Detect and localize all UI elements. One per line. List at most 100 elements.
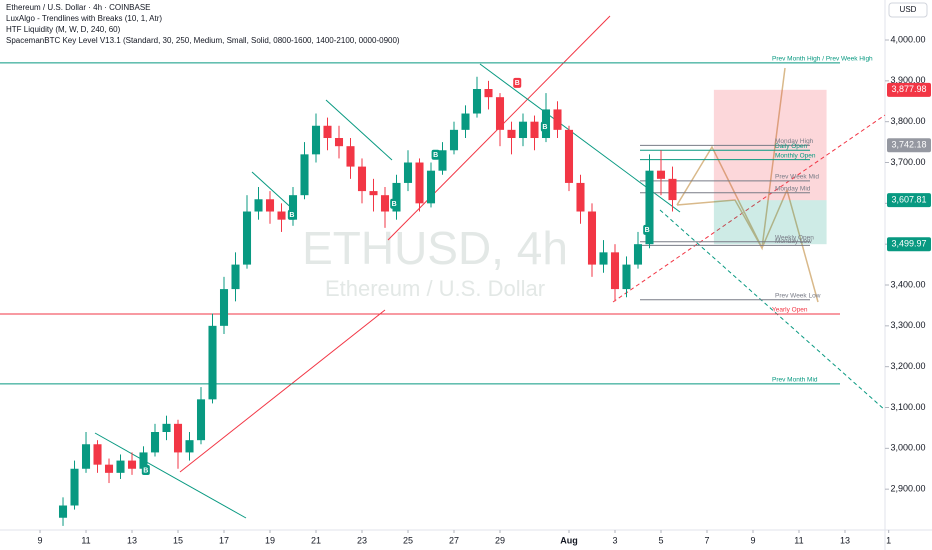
y-tick-label: 3,800.00 bbox=[890, 116, 925, 126]
price-tag-label: 3,742.18 bbox=[891, 140, 926, 150]
candle-body bbox=[472, 89, 482, 114]
candle-body bbox=[461, 113, 470, 130]
candle-body bbox=[369, 191, 378, 196]
candle-body bbox=[81, 444, 91, 469]
candle-body bbox=[392, 182, 401, 212]
candle-body bbox=[288, 195, 298, 220]
candle-body bbox=[254, 199, 263, 212]
candle-body bbox=[127, 460, 137, 469]
candle-body bbox=[622, 264, 631, 290]
x-tick-label: 19 bbox=[265, 535, 275, 545]
signal-label: B bbox=[645, 227, 650, 234]
x-tick-label: 25 bbox=[403, 535, 413, 545]
y-tick-label: 3,900.00 bbox=[890, 75, 925, 85]
signal-label: B bbox=[542, 124, 547, 131]
level-label: Prev Month Mid bbox=[772, 377, 818, 384]
candle-body bbox=[564, 129, 574, 183]
candle-body bbox=[426, 170, 436, 204]
level-label: Weekly Open bbox=[775, 234, 814, 241]
candle-body bbox=[403, 162, 413, 183]
price-tag-label: 3,607.81 bbox=[891, 195, 926, 205]
candle-body bbox=[173, 423, 183, 453]
indicator: HTF Liquidity (M, W, D, 240, 60) bbox=[6, 25, 121, 34]
candle-body bbox=[116, 460, 125, 473]
candle-body bbox=[449, 129, 459, 151]
signal-label: B bbox=[143, 467, 148, 474]
candle-body bbox=[484, 89, 493, 98]
candle-body bbox=[162, 423, 171, 433]
candle-body bbox=[150, 432, 160, 453]
x-tick-label: 29 bbox=[495, 535, 505, 545]
candle-body bbox=[334, 138, 344, 147]
candle-body bbox=[139, 452, 148, 469]
level-label: Prev Week Mid bbox=[775, 174, 819, 181]
trendlines bbox=[94, 15, 886, 519]
x-tick-label: 21 bbox=[311, 535, 321, 545]
candle-body bbox=[530, 121, 539, 139]
candle-body bbox=[265, 199, 275, 212]
chart-title: Ethereum / U.S. Dollar · 4h · COINBASE bbox=[6, 3, 151, 12]
signal-marker bbox=[513, 77, 522, 88]
candle-body bbox=[300, 154, 309, 196]
candle-body bbox=[668, 178, 677, 201]
candle-body bbox=[553, 109, 562, 130]
x-tick-label: 3 bbox=[612, 535, 617, 545]
y-tick-label: 3,000.00 bbox=[890, 443, 925, 453]
x-tick-label: 17 bbox=[219, 535, 229, 545]
x-tick-label: 1 bbox=[886, 535, 891, 545]
indicator: LuxAlgo - Trendlines with Breaks (10, 1,… bbox=[6, 14, 162, 23]
level-label: Monday High bbox=[775, 138, 814, 145]
candle-body bbox=[323, 125, 332, 139]
candle-body bbox=[438, 150, 447, 171]
candle-body bbox=[346, 146, 355, 167]
candle-body bbox=[70, 468, 79, 506]
price-tag bbox=[887, 138, 931, 153]
x-tick-label: 5 bbox=[658, 535, 663, 545]
target-zone bbox=[713, 200, 827, 245]
y-tick-label: 2,900.00 bbox=[890, 484, 925, 494]
x-tick-label: 13 bbox=[127, 535, 137, 545]
x-tick-label: 13 bbox=[840, 535, 850, 545]
level-label: Daily Open bbox=[775, 143, 808, 150]
signal-marker bbox=[390, 198, 399, 209]
candle-body bbox=[208, 325, 217, 400]
price-tag bbox=[887, 82, 931, 97]
signal-marker bbox=[287, 209, 296, 220]
candle-body bbox=[415, 162, 424, 204]
candle-body bbox=[518, 121, 528, 139]
x-tick-label: Aug bbox=[560, 535, 578, 545]
y-tick-label: 3,400.00 bbox=[890, 279, 925, 289]
currency-box[interactable] bbox=[888, 2, 928, 18]
candle-body bbox=[507, 129, 516, 139]
candle-body bbox=[656, 170, 666, 179]
watermark: ETHUSD, 4h bbox=[302, 222, 568, 274]
candle-body bbox=[219, 289, 229, 326]
price-tag bbox=[887, 237, 931, 252]
signal-label: B bbox=[392, 201, 397, 208]
price-tag-label: 3,877.98 bbox=[891, 84, 926, 94]
level-label: Monthly Open bbox=[775, 152, 816, 159]
candle-body bbox=[185, 440, 194, 453]
candle-body bbox=[610, 252, 620, 290]
candle-body bbox=[231, 264, 240, 290]
x-tick-label: 15 bbox=[173, 535, 183, 545]
y-tick-label: 4,000.00 bbox=[890, 34, 925, 44]
x-tick-label: 9 bbox=[750, 535, 755, 545]
signal-label: B bbox=[433, 152, 438, 159]
watermark-subtitle: Ethereum / U.S. Dollar bbox=[325, 276, 545, 301]
signal-label: B bbox=[515, 80, 520, 87]
y-tick-label: 3,300.00 bbox=[890, 320, 925, 330]
candle-body bbox=[357, 166, 367, 192]
candle-body bbox=[633, 244, 643, 265]
level-label: Prev Month High / Prev Week High bbox=[772, 56, 873, 63]
x-tick-label: 7 bbox=[704, 535, 709, 545]
candle-body bbox=[242, 211, 252, 265]
x-tick-label: 11 bbox=[81, 535, 90, 545]
signal-label: B bbox=[289, 212, 294, 219]
y-tick-label: 3,700.00 bbox=[890, 157, 925, 167]
level-label: Monday Low bbox=[775, 238, 812, 245]
indicator: SpacemanBTC Key Level V13.1 (Standard, 3… bbox=[6, 36, 400, 45]
x-tick-label: 23 bbox=[357, 535, 367, 545]
